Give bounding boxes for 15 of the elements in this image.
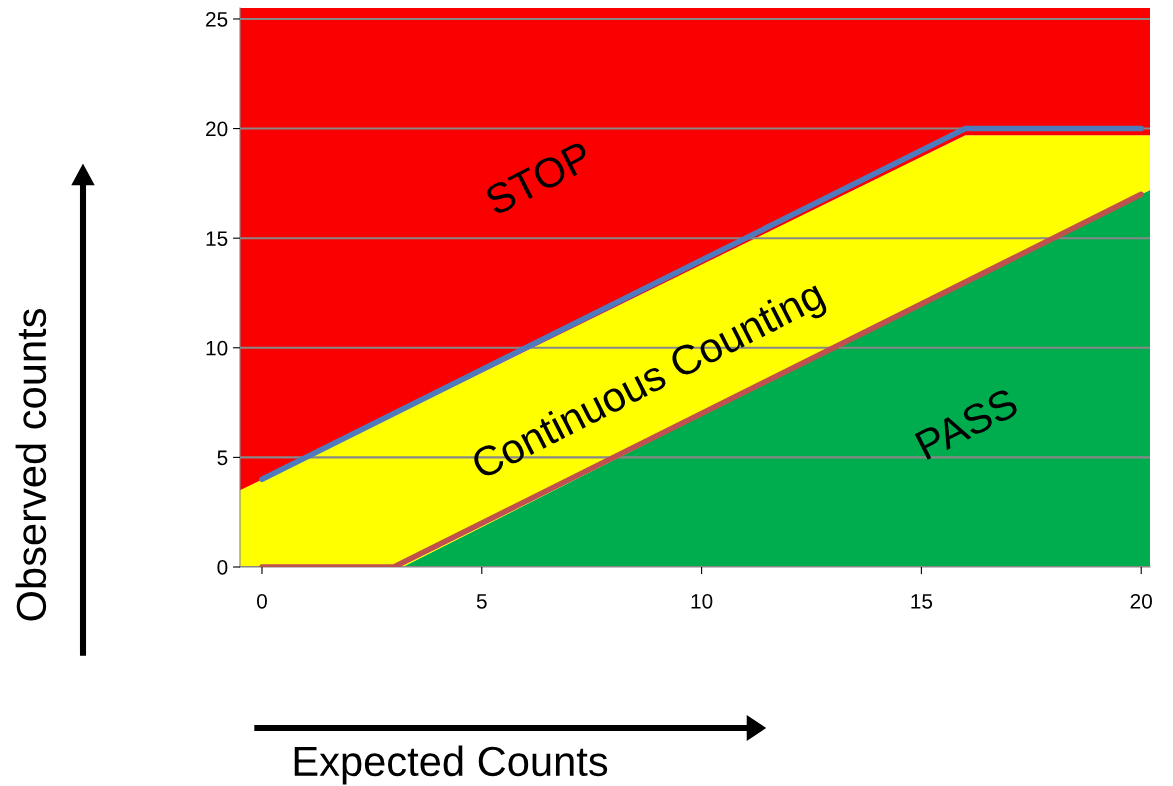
y-tick-label: 15 bbox=[206, 231, 228, 246]
y-tick-label: 0 bbox=[217, 560, 228, 575]
y-tick-label: 20 bbox=[206, 121, 228, 137]
y-tick-label: 5 bbox=[217, 450, 228, 466]
annotation: STOP bbox=[483, 140, 594, 216]
annotation: PASS bbox=[914, 387, 1020, 461]
x-axis-title: Expected Counts bbox=[294, 745, 608, 785]
x-tick-label: 15 bbox=[911, 594, 933, 609]
x-tick-label: 10 bbox=[691, 593, 713, 609]
x-tick-label: 5 bbox=[476, 594, 487, 609]
x-tick-label: 20 bbox=[1130, 593, 1152, 609]
y-tick-label: 10 bbox=[206, 340, 228, 356]
y-axis-title: Observed counts bbox=[15, 309, 47, 621]
y-tick-label: 25 bbox=[206, 11, 228, 27]
x-tick-label: 0 bbox=[257, 593, 267, 609]
